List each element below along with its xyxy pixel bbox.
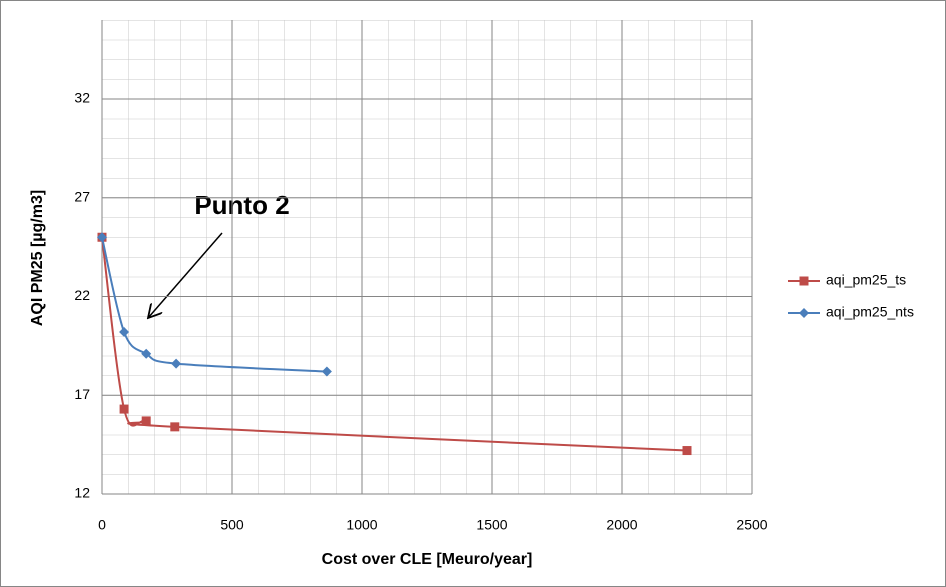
x-tick-label: 500 [220, 517, 244, 533]
y-tick-label: 17 [74, 386, 90, 402]
legend-label: aqi_pm25_nts [826, 304, 914, 320]
y-tick-label: 27 [74, 188, 90, 204]
marker [682, 446, 692, 456]
minor-grid [102, 20, 752, 494]
marker [170, 422, 180, 432]
x-axis-title: Cost over CLE [Meuro/year] [322, 551, 533, 568]
x-tick-label: 0 [98, 517, 106, 533]
marker [119, 327, 130, 338]
y-tick-label: 32 [74, 90, 90, 106]
x-tick-label: 1000 [346, 517, 377, 533]
marker [141, 348, 152, 359]
x-tick-label: 2000 [606, 517, 637, 533]
x-tick-label: 2500 [736, 517, 767, 533]
x-tick-label: 1500 [476, 517, 507, 533]
series-line [101, 237, 688, 452]
annotation: Punto 2 [194, 190, 289, 220]
y-tick-label: 12 [74, 485, 90, 501]
y-axis-title: AQI PM25 [µg/m3] [29, 190, 46, 326]
marker [321, 366, 332, 377]
marker [799, 308, 809, 318]
marker [97, 232, 107, 243]
annotation-arrow [148, 232, 223, 318]
marker [799, 276, 809, 286]
marker [171, 358, 182, 369]
y-tick-label: 22 [74, 287, 90, 303]
marker [119, 404, 129, 414]
legend-label: aqi_pm25_ts [826, 272, 906, 288]
marker [141, 416, 151, 426]
